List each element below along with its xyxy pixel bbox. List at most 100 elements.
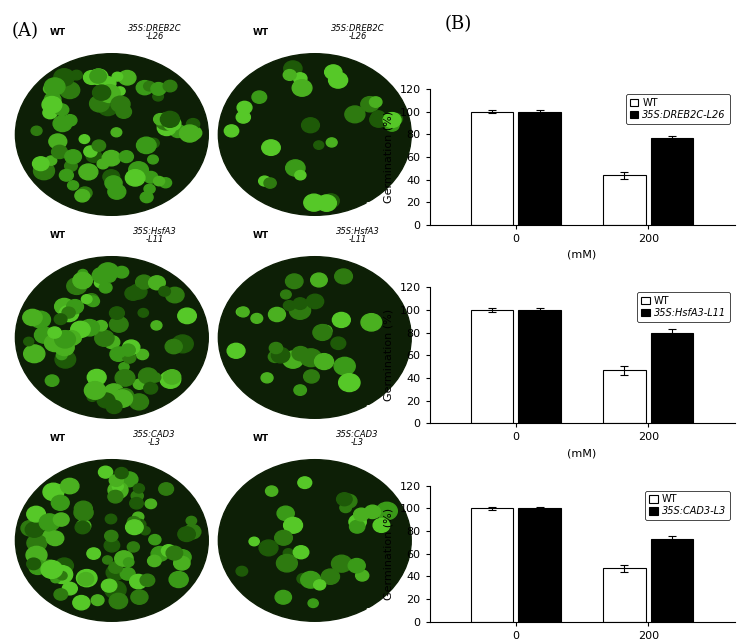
- Circle shape: [227, 344, 245, 358]
- Circle shape: [115, 267, 128, 278]
- Circle shape: [134, 379, 145, 389]
- Circle shape: [262, 140, 280, 155]
- Circle shape: [95, 330, 114, 346]
- Circle shape: [259, 540, 278, 556]
- Circle shape: [52, 146, 68, 158]
- Circle shape: [354, 508, 369, 521]
- Y-axis label: Germination (%): Germination (%): [384, 508, 394, 600]
- Circle shape: [33, 157, 49, 171]
- Circle shape: [319, 326, 332, 336]
- Circle shape: [25, 522, 43, 537]
- Y-axis label: Germination (%): Germination (%): [384, 111, 394, 203]
- Circle shape: [116, 105, 131, 119]
- Circle shape: [102, 556, 112, 564]
- Circle shape: [51, 565, 73, 583]
- Circle shape: [103, 170, 119, 184]
- Circle shape: [42, 97, 62, 113]
- Circle shape: [341, 494, 357, 508]
- Circle shape: [55, 339, 74, 356]
- Circle shape: [79, 135, 90, 144]
- Circle shape: [82, 295, 92, 304]
- Circle shape: [277, 506, 295, 520]
- Circle shape: [62, 307, 75, 318]
- Circle shape: [102, 579, 116, 592]
- Circle shape: [145, 499, 157, 508]
- Circle shape: [329, 72, 347, 88]
- Circle shape: [27, 558, 41, 570]
- Circle shape: [60, 82, 79, 99]
- Circle shape: [236, 112, 250, 123]
- Circle shape: [55, 299, 74, 315]
- Circle shape: [62, 582, 77, 595]
- Circle shape: [286, 274, 303, 288]
- Circle shape: [128, 162, 148, 178]
- Circle shape: [106, 565, 125, 580]
- Text: WT: WT: [50, 434, 65, 443]
- Circle shape: [218, 460, 411, 621]
- Circle shape: [78, 269, 88, 278]
- Circle shape: [91, 595, 104, 606]
- Circle shape: [148, 155, 158, 164]
- Circle shape: [75, 521, 90, 534]
- Circle shape: [345, 106, 365, 123]
- Circle shape: [317, 195, 336, 212]
- Circle shape: [50, 574, 60, 583]
- Circle shape: [67, 278, 87, 294]
- Circle shape: [298, 477, 312, 488]
- Circle shape: [112, 482, 123, 491]
- Text: 200 mM: 200 mM: [366, 405, 406, 414]
- Circle shape: [119, 151, 134, 163]
- Circle shape: [92, 140, 105, 151]
- Circle shape: [125, 170, 145, 186]
- Circle shape: [218, 256, 411, 419]
- Circle shape: [134, 519, 146, 530]
- Circle shape: [16, 460, 209, 621]
- Circle shape: [174, 556, 190, 570]
- Circle shape: [45, 78, 65, 95]
- Circle shape: [251, 313, 263, 323]
- Circle shape: [325, 65, 342, 79]
- Circle shape: [70, 334, 81, 343]
- Circle shape: [45, 375, 59, 387]
- Circle shape: [108, 482, 128, 499]
- Circle shape: [73, 272, 92, 288]
- Circle shape: [129, 394, 148, 410]
- Circle shape: [385, 119, 399, 131]
- Circle shape: [334, 357, 355, 375]
- Circle shape: [120, 472, 138, 487]
- Circle shape: [301, 349, 321, 367]
- Circle shape: [301, 118, 319, 133]
- Circle shape: [104, 336, 119, 349]
- Circle shape: [149, 535, 161, 545]
- Circle shape: [237, 307, 249, 317]
- Circle shape: [133, 512, 144, 522]
- Circle shape: [79, 164, 98, 180]
- Circle shape: [115, 87, 125, 96]
- Circle shape: [75, 190, 90, 202]
- Circle shape: [275, 530, 292, 545]
- Circle shape: [70, 71, 82, 80]
- Circle shape: [148, 138, 160, 148]
- Circle shape: [110, 307, 125, 319]
- Text: WT: WT: [252, 434, 269, 443]
- Bar: [519, 508, 561, 622]
- Circle shape: [294, 73, 307, 84]
- Circle shape: [153, 92, 163, 101]
- Circle shape: [297, 574, 309, 584]
- Circle shape: [121, 344, 135, 356]
- Circle shape: [313, 324, 332, 340]
- Circle shape: [370, 112, 388, 127]
- Circle shape: [172, 335, 193, 353]
- Text: WT: WT: [252, 231, 269, 240]
- Circle shape: [87, 296, 99, 306]
- Circle shape: [93, 85, 111, 100]
- Circle shape: [286, 160, 305, 176]
- Circle shape: [266, 486, 278, 496]
- Circle shape: [124, 558, 134, 567]
- Circle shape: [33, 162, 54, 179]
- Legend: WT, 35S:CAD3-L3: WT, 35S:CAD3-L3: [645, 490, 729, 520]
- Circle shape: [39, 560, 59, 576]
- Circle shape: [86, 149, 102, 162]
- Circle shape: [280, 290, 291, 299]
- Circle shape: [165, 339, 183, 354]
